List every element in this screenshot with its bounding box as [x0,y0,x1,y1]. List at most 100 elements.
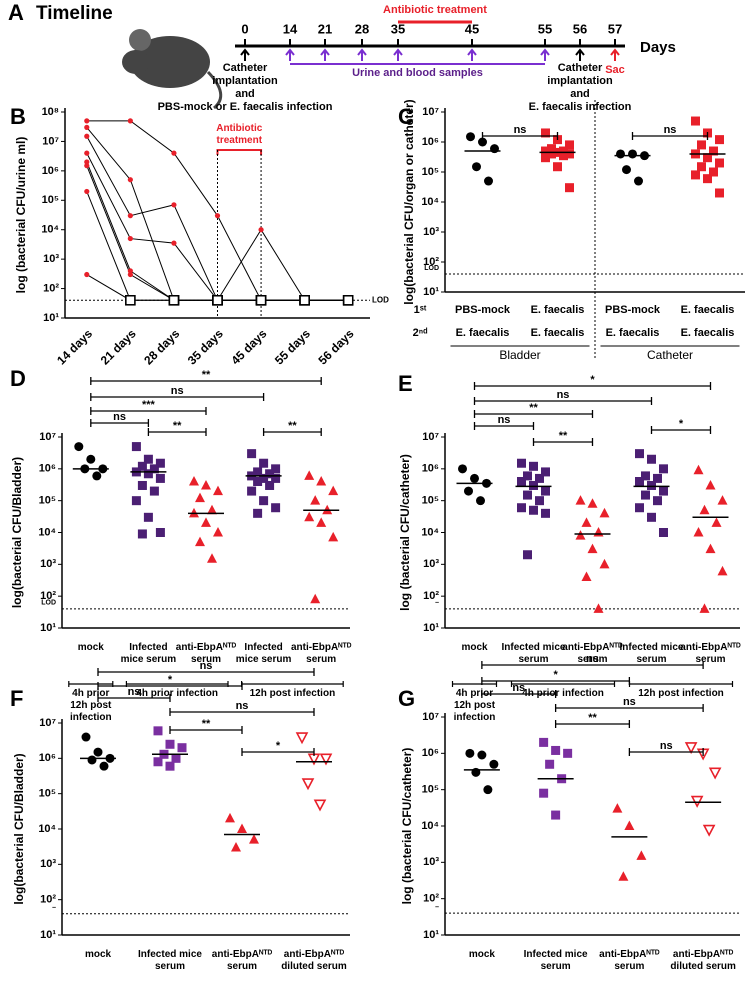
data-point [155,458,165,468]
data-point [575,530,586,540]
data-point [259,496,269,506]
data-point [99,761,109,771]
event-arrow [357,48,367,61]
significance-label: ns [514,124,527,136]
data-point [529,480,538,490]
data-point [702,824,716,837]
y-tick-label: 10⁷ [39,717,56,729]
data-point [559,151,568,161]
data-point [137,529,147,539]
series-line [86,165,349,301]
data-point [599,507,610,518]
significance-label: ns [128,686,141,698]
y-tick-label: 10³ [423,856,439,868]
y-tick-label: 10² [423,893,439,905]
data-point [659,464,668,474]
significance-label: * [276,740,281,752]
y-tick-label: 10⁷ [422,711,439,723]
y-tick-label: 10³ [423,558,439,570]
significance-label: * [679,418,684,430]
data-point [207,553,217,563]
data-point [214,213,221,219]
data-point [489,759,499,769]
data-point [171,150,177,156]
data-point [171,753,181,763]
y-tick-label: 10⁵ [422,495,439,507]
day-label: 45 [465,21,479,36]
data-point [547,144,556,154]
group-bracket [451,681,498,687]
data-point [535,496,544,506]
data-point [153,757,163,767]
y-tick-label: 10⁷ [42,135,59,147]
x-tick-label: anti-EbpAᴺᵀᴰ serum [562,642,623,665]
data-point [212,295,223,306]
data-point [84,118,90,124]
day-label: 28 [355,21,369,36]
data-point [299,295,310,306]
significance-label: ** [173,420,182,432]
data-point [541,508,550,518]
data-point [316,476,327,486]
data-point [195,536,205,547]
y-tick-label: 10⁶ [422,747,439,759]
significance-bracket [97,668,315,676]
y-tick-label: 10³ [423,226,439,238]
data-point [271,464,281,474]
significance-bracket [481,661,704,669]
data-point [476,496,485,506]
significance-label: ns [200,660,213,672]
y-tick-label: 10⁴ [41,224,59,236]
data-point [529,461,538,471]
y-tick-label: 10¹ [40,622,56,634]
event-arrow [320,48,330,61]
significance-label: ns [512,682,525,694]
x-tick-label: Infected mice serum [235,642,292,665]
data-point [271,473,281,483]
y-tick-label: 10⁴ [421,820,439,832]
data-point [553,162,562,172]
data-point [551,810,561,820]
data-point [137,461,147,471]
y-tick-label: 10¹ [423,622,439,634]
data-point [699,603,710,613]
data-point [127,118,133,124]
y-tick-label: 10² [43,282,59,294]
lod-label: – [435,600,439,607]
significance-bracket [90,377,322,385]
data-point [304,511,315,522]
data-point [517,477,526,487]
data-point [143,469,153,479]
significance-label: ** [529,402,538,414]
lod-label: LOD [424,265,439,272]
data-point [127,213,133,219]
significance-bracket [169,726,243,734]
y-tick-label: 10⁶ [39,752,56,764]
data-point [213,527,223,537]
annotation-bracket [216,149,263,155]
y-axis-title: log(bacterial CFU/Bladder) [12,753,26,904]
event-text: implantation [212,75,278,87]
lod-label: – [52,905,56,912]
event-text: implantation [547,75,613,87]
data-point [342,295,354,306]
significance-label: *** [142,399,156,411]
mouse-tail [206,70,223,110]
significance-bracket [90,407,207,415]
y-tick-label: 10⁶ [422,136,439,148]
y-tick-label: 10⁵ [39,495,56,507]
data-point [258,227,264,233]
y-axis-title: log(bacterial CFU/Bladder) [10,457,24,608]
data-point [84,150,90,156]
data-point [635,503,644,513]
data-point [328,531,339,542]
data-point [253,477,263,487]
section-label: Catheter [646,348,694,362]
event-arrow [610,48,620,61]
y-tick-label: 10⁸ [42,106,59,118]
group-label: 12h post infection [249,688,336,699]
y-tick-label: 10⁶ [42,165,59,177]
data-point [143,454,153,464]
data-point [622,165,631,175]
data-point [231,841,241,852]
